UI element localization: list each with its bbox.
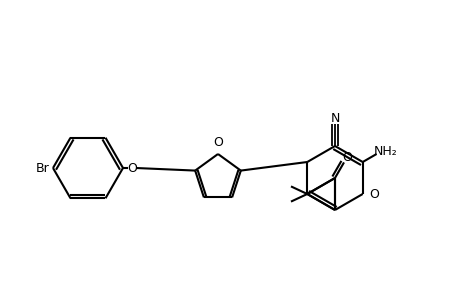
Text: O: O [127, 161, 137, 175]
Text: O: O [213, 136, 223, 149]
Text: O: O [341, 151, 351, 164]
Text: N: N [330, 112, 339, 124]
Text: NH₂: NH₂ [373, 145, 396, 158]
Text: O: O [369, 188, 379, 200]
Text: Br: Br [36, 161, 50, 175]
